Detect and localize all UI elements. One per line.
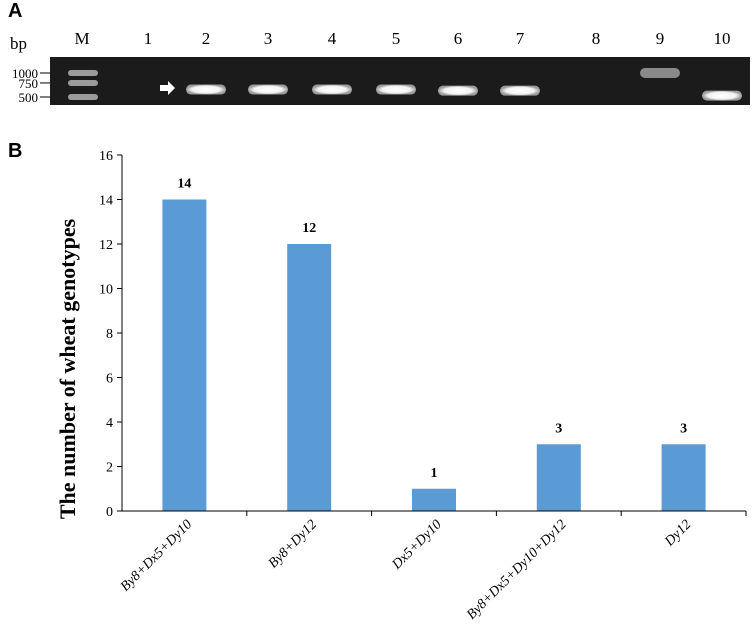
y-axis-label: The number of wheat genotypes bbox=[55, 218, 80, 519]
gel-marker-label: M bbox=[74, 29, 89, 48]
gel-unit-label: bp bbox=[10, 34, 27, 53]
y-tick-label: 2 bbox=[106, 461, 113, 476]
lane-label: 8 bbox=[592, 29, 601, 48]
bar bbox=[287, 244, 332, 511]
gel-band bbox=[702, 90, 742, 101]
marker-band bbox=[68, 94, 98, 100]
data-label: 14 bbox=[177, 177, 191, 192]
lane-label: 5 bbox=[392, 29, 401, 48]
data-label: 3 bbox=[680, 421, 687, 436]
marker-band bbox=[68, 79, 98, 86]
x-tick-label: By8+Dx5+Dy10+Dy12 bbox=[464, 517, 569, 622]
arrow-icon bbox=[160, 81, 175, 95]
lane-label: 4 bbox=[328, 29, 337, 48]
ladder-size-label: 750 bbox=[19, 76, 39, 91]
data-label: 12 bbox=[302, 221, 316, 236]
data-label: 3 bbox=[555, 421, 562, 436]
ladder-size-label: 500 bbox=[19, 90, 39, 105]
y-tick-label: 4 bbox=[106, 416, 113, 431]
lane-label: 3 bbox=[264, 29, 273, 48]
lane-label: 7 bbox=[516, 29, 525, 48]
ladder-size-label: 1000 bbox=[12, 66, 38, 81]
lane-label: 6 bbox=[454, 29, 463, 48]
panel-b-label: B bbox=[8, 140, 23, 162]
x-tick-label: By8+Dx5+Dy10 bbox=[118, 517, 195, 594]
lane-label: 10 bbox=[714, 29, 731, 48]
gel-band bbox=[312, 84, 352, 95]
data-label: 1 bbox=[431, 466, 438, 481]
bar bbox=[661, 444, 706, 511]
bar bbox=[162, 199, 207, 511]
gel-band bbox=[376, 84, 416, 95]
bar bbox=[412, 488, 456, 511]
lane-label: 1 bbox=[144, 29, 153, 48]
lane-label: 2 bbox=[202, 29, 211, 48]
x-tick-label: By8+Dy12 bbox=[266, 517, 320, 571]
y-tick-label: 10 bbox=[99, 283, 113, 298]
gel-band bbox=[438, 85, 478, 96]
y-tick-label: 6 bbox=[106, 372, 113, 387]
y-tick-label: 0 bbox=[106, 505, 113, 520]
x-tick-label: Dy12 bbox=[662, 517, 695, 550]
y-tick-label: 12 bbox=[99, 238, 113, 253]
bar-chart: 0 2 4 6 8 10 12 14 16 14 12 1 3 3 By8+Dx5+Dy10 By8+Dy… bbox=[55, 149, 747, 623]
y-tick-label: 8 bbox=[106, 327, 113, 342]
marker-band bbox=[68, 70, 98, 76]
y-tick-label: 14 bbox=[99, 194, 113, 209]
gel-band bbox=[500, 85, 540, 96]
bar bbox=[536, 444, 581, 511]
lane-label: 9 bbox=[656, 29, 665, 48]
y-tick-label: 16 bbox=[99, 149, 113, 164]
panel-a-label: A bbox=[8, 0, 23, 22]
x-tick-label: Dx5+Dy10 bbox=[389, 517, 445, 573]
gel-band bbox=[186, 84, 226, 95]
gel-band bbox=[248, 84, 288, 95]
gel-background bbox=[50, 57, 750, 105]
gel-band bbox=[640, 68, 680, 78]
